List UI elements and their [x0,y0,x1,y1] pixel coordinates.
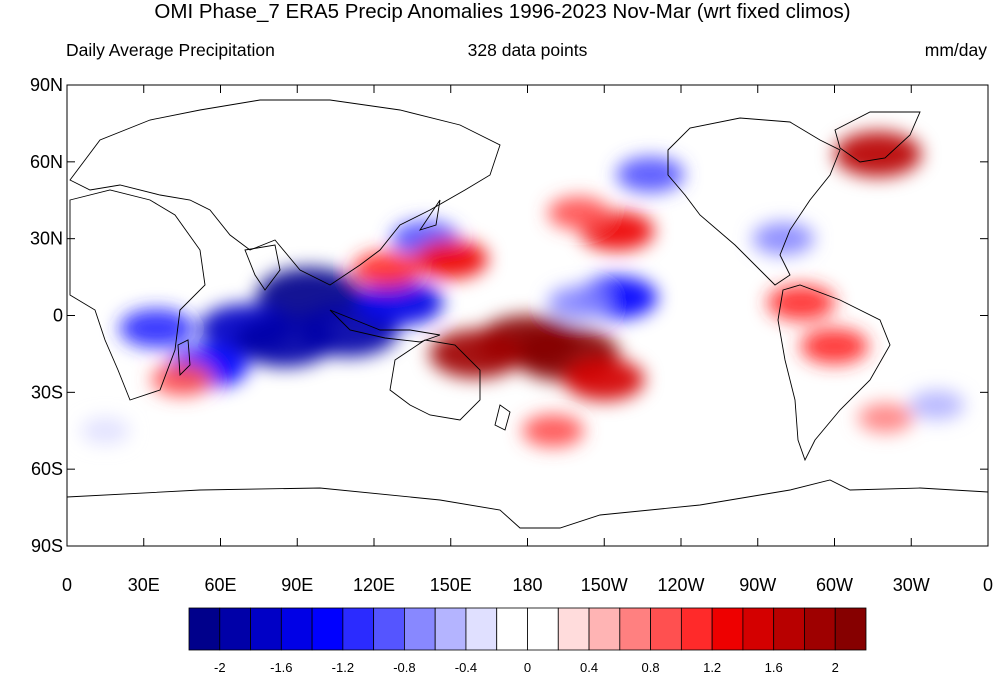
colorbar-swatch [773,607,805,651]
colorbar-swatch [834,607,867,651]
colorbar-swatch [496,607,528,651]
colorbar-label: -2 [214,660,226,675]
anomaly-patch [800,328,869,365]
anomaly-patch [234,315,335,368]
colorbar-swatch [250,607,282,651]
colorbar-swatch [588,607,621,651]
lon-tick-label: 60E [204,575,236,595]
colorbar-swatch [434,607,467,651]
lat-tick-label: 0 [53,306,63,326]
colorbar-swatch [527,607,559,651]
africa-coastline [69,189,206,401]
anomaly-patch [352,251,421,288]
greenland-coastline [834,111,921,163]
lat-tick-label: 30N [30,229,63,249]
anomaly-patch [355,279,444,326]
colorbar-label: 1.6 [765,660,783,675]
lat-tick-label: 60N [30,152,63,172]
lon-tick-label: 90W [739,575,776,595]
anomaly-patch [909,390,965,420]
colorbar-label: 0 [524,660,531,675]
antarctica-coastline [67,479,988,529]
units-label: mm/day [924,40,987,60]
anomaly-patch [119,308,194,348]
colorbar-label: 2 [832,660,839,675]
lon-tick-label: 180 [512,575,542,595]
colorbar-swatch [650,607,682,651]
lon-tick-label: 30E [128,575,160,595]
indonesia-coastline [329,309,441,343]
anomaly-patch [547,286,610,320]
center-subtitle: 328 data points [467,40,588,60]
anomaly-patch [522,414,584,448]
colorbar-swatch [280,607,313,651]
map-title: OMI Phase_7 ERA5 Precip Anomalies 1996-2… [154,0,851,23]
lon-tick-label: 150E [430,575,472,595]
colorbar-swatch [619,607,651,651]
japan-coastline [418,199,441,231]
coastlines [67,99,988,529]
colorbar-swatch [188,607,221,651]
colorbar-swatch [404,607,436,651]
colorbar-swatch [711,607,744,651]
lon-tick-label: 150W [581,575,628,595]
lon-tick-label: 90E [281,575,313,595]
colorbar-swatch [804,607,836,651]
australia-coastline [389,339,481,421]
lon-tick-label: 0 [62,575,72,595]
new-zealand-coastline [494,404,511,431]
anomaly-patch [834,131,922,177]
eurasia-coastline [69,99,501,286]
anomaly-patch [616,156,685,193]
anomaly-patch [547,196,610,230]
colorbar-label: 0.8 [642,660,660,675]
anomaly-patch [413,239,488,279]
lat-tick-label: 30S [31,382,63,402]
colorbar-swatch [373,607,405,651]
lon-tick-label: 120E [353,575,395,595]
colorbar-label: -0.8 [393,660,415,675]
anomaly-patch [563,358,645,401]
colorbar-swatch [742,607,775,651]
south-america-coastline [777,284,891,462]
lat-tick-label: 90N [30,75,63,95]
madagascar-coastline [177,339,191,377]
colorbar-swatch [311,607,344,651]
longitude-axis: 0 30E 60E 90E 120E 150E 180 150W 120W 90W 60W 30W 0 [62,85,993,595]
anomaly-patch [752,222,815,256]
anomaly-patch [151,363,213,396]
lon-tick-label: 120W [657,575,704,595]
lon-tick-label: 60W [816,575,853,595]
colorbar-label: -1.6 [270,660,292,675]
india-coastline [244,244,281,291]
north-america-coastline [667,117,841,286]
colorbar-label: 0.4 [580,660,598,675]
colorbar-swatch [342,607,375,651]
lat-tick-label: 90S [31,536,63,556]
anomaly-field [80,131,965,448]
colorbar-swatch [557,607,590,651]
colorbar-label: 1.2 [703,660,721,675]
lon-tick-label: 30W [893,575,930,595]
colorbar-swatch [219,607,251,651]
lon-tick-label: 0 [983,575,993,595]
anomaly-patch [767,284,836,321]
colorbar: -2 -1.6 -1.2 -0.8 -0.4 0 0.4 0.8 1.2 1.6 2 [188,607,867,675]
colorbar-label: -1.2 [332,660,354,675]
anomaly-patch [858,403,914,433]
colorbar-swatch [465,607,498,651]
anomaly-patch [80,417,130,444]
colorbar-label: -0.4 [455,660,477,675]
lat-tick-label: 60S [31,459,63,479]
latitude-axis: 90N 60N 30N 0 30S 60S 90S [30,75,988,556]
left-subtitle: Daily Average Precipitation [66,40,275,60]
colorbar-swatch [680,607,713,651]
anomaly-patch [429,329,524,379]
